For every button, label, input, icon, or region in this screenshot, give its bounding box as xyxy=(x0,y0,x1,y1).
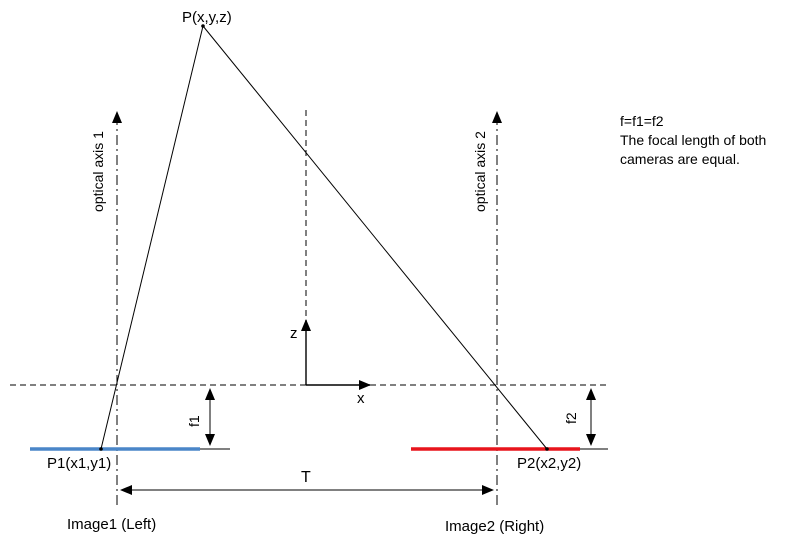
point-p-marker xyxy=(201,24,205,28)
label-f1: f1 xyxy=(186,415,202,427)
label-baseline-t: T xyxy=(301,469,311,486)
label-optical-axis-2: optical axis 2 xyxy=(472,131,488,212)
label-image-right: Image2 (Right) xyxy=(445,518,544,535)
ray-p-to-p1 xyxy=(100,25,204,450)
label-image-left: Image1 (Left) xyxy=(67,516,156,533)
label-point-p2: P2(x2,y2) xyxy=(517,455,581,472)
label-f2: f2 xyxy=(563,412,579,424)
label-optical-axis-1: optical axis 1 xyxy=(90,131,106,212)
label-point-p: P(x,y,z) xyxy=(182,9,232,26)
note-line-1: f=f1=f2 xyxy=(620,113,664,129)
focal-length-note: f=f1=f2 The focal length of both cameras… xyxy=(620,112,796,169)
point-p1-marker xyxy=(99,447,103,451)
label-z-axis: z xyxy=(290,325,298,342)
label-x-axis: x xyxy=(357,390,365,407)
ray-p-to-p2 xyxy=(202,25,548,450)
note-line-3: cameras are equal. xyxy=(620,151,740,167)
label-point-p1: P1(x1,y1) xyxy=(47,455,111,472)
note-line-2: The focal length of both xyxy=(620,132,767,148)
point-p2-marker xyxy=(545,447,549,451)
